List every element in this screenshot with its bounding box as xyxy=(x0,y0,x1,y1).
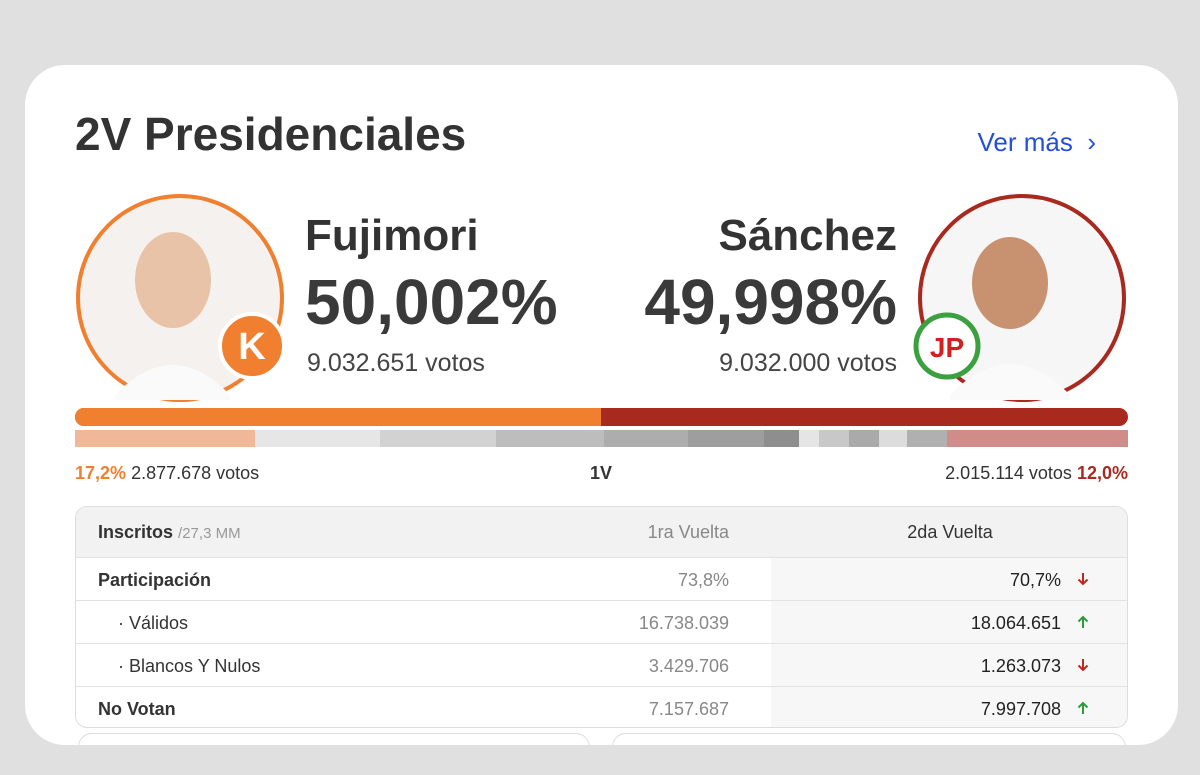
trend-arrow xyxy=(1077,659,1089,672)
first-round-left: 17,2% 2.877.678 votos xyxy=(75,463,259,484)
row-label: · Válidos xyxy=(118,613,189,633)
table-header: Inscritos /27,3 MM 1ra Vuelta 2da Vuelta xyxy=(76,507,1127,557)
second-round-cell xyxy=(771,601,1127,644)
table-row: No Votan 7.157.687 7.997.708 xyxy=(76,686,1127,727)
face xyxy=(972,237,1048,329)
first-round-right: 2.015.114 votos 12,0% xyxy=(945,463,1128,484)
percent: 12,0% xyxy=(1076,463,1128,483)
results-card: 2V Presidenciales Ver más › K JP Fujimor… xyxy=(25,65,1178,745)
candidate-graphics: K JP xyxy=(76,194,1126,402)
stats-table: Inscritos /27,3 MM 1ra Vuelta 2da Vuelta… xyxy=(75,506,1128,728)
row-label: Participación xyxy=(98,570,212,590)
votes: 2.015.114 votos xyxy=(945,463,1072,483)
second-round-cell xyxy=(771,558,1127,601)
table-row: Participación 73,8% 70,7% xyxy=(76,557,1127,601)
candidate-name: Fujimori xyxy=(305,211,479,260)
header-col: 2da Vuelta xyxy=(907,522,993,542)
candidate-percent: 50,002% xyxy=(305,266,558,338)
second-round-value: 1.263.073 xyxy=(980,656,1061,676)
candidate-votes: 9.032.651 votos xyxy=(307,349,485,377)
result-bar xyxy=(75,408,1128,426)
table-row: · Válidos 16.738.039 18.064.651 xyxy=(76,600,1127,644)
title: 2V Presidenciales xyxy=(75,108,467,160)
candidate-votes: 9.032.000 votos xyxy=(719,349,897,377)
face xyxy=(135,232,211,328)
table-row: · Blancos Y Nulos 3.429.706 1.263.073 xyxy=(76,643,1127,687)
party-logo xyxy=(913,312,981,380)
candidate-name: Sánchez xyxy=(718,211,897,260)
header-label: Inscritos xyxy=(98,522,174,542)
row-label: No Votan xyxy=(98,699,176,719)
see-more-link[interactable]: Ver más › xyxy=(977,127,1096,157)
second-round-value: 7.997.708 xyxy=(980,699,1061,719)
first-round-value: 16.738.039 xyxy=(638,613,729,633)
logo-text: K xyxy=(238,326,266,368)
second-round-value: 18.064.651 xyxy=(970,613,1061,633)
link-text[interactable]: Ver más xyxy=(977,127,1073,157)
shirt xyxy=(115,365,230,400)
votes: 2.877.678 votos xyxy=(131,463,260,483)
header-col: 1ra Vuelta xyxy=(647,522,729,542)
first-round-value: 7.157.687 xyxy=(648,699,729,719)
logo-text: JP xyxy=(930,332,964,363)
round-label: 1V xyxy=(590,463,613,483)
first-round-value: 3.429.706 xyxy=(648,656,729,676)
trend-arrow xyxy=(1077,573,1089,586)
left-share xyxy=(75,408,601,426)
percent: 17,2% xyxy=(75,463,127,483)
trend-arrow xyxy=(1077,615,1089,628)
second-round-cell xyxy=(771,687,1127,727)
next-card xyxy=(78,733,590,745)
shirt xyxy=(950,364,1070,400)
second-round-value: 70,7% xyxy=(1009,570,1061,590)
trend-arrow xyxy=(1077,701,1089,714)
second-round-cell xyxy=(771,644,1127,687)
header-sub: /27,3 MM xyxy=(178,525,241,542)
first-round-value: 73,8% xyxy=(677,570,729,590)
party-logo xyxy=(218,312,286,380)
first-round-bar xyxy=(75,430,1128,447)
candidate-percent: 49,998% xyxy=(644,266,897,338)
next-card xyxy=(612,733,1126,745)
row-label: · Blancos Y Nulos xyxy=(118,656,261,676)
